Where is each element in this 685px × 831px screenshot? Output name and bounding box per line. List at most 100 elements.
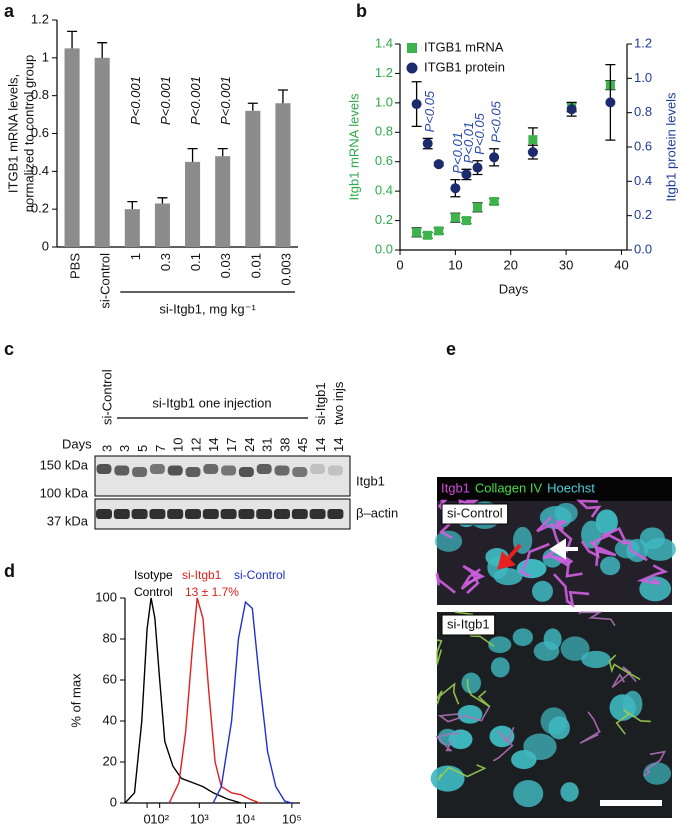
y-tick-label: 1.0	[375, 94, 393, 109]
nucleus	[448, 729, 473, 750]
lane-day-label: 5	[135, 445, 150, 452]
legend-label: Isotype Control	[134, 568, 173, 599]
membrane-stain	[437, 764, 487, 781]
membrane-stain	[643, 750, 667, 777]
error-bar	[217, 147, 228, 157]
nucleus	[560, 636, 590, 661]
days-label: Days	[62, 436, 92, 451]
y-tick-label: 100	[95, 589, 117, 604]
nucleus	[595, 509, 618, 535]
panel-label: d	[4, 561, 15, 581]
annotation: P<0.001	[158, 76, 173, 125]
legend-label: si-Itgb1	[182, 568, 222, 582]
panel-label: a	[4, 1, 15, 21]
group-label: si-Itgb1, mg kg⁻¹	[159, 301, 256, 316]
lane-day-label: 24	[242, 438, 257, 452]
group-label: si-Itgb1 one injection	[152, 395, 271, 410]
y-tick-label: 1	[42, 49, 49, 64]
y2-tick-label: 0.2	[634, 207, 652, 222]
marker	[450, 213, 460, 223]
annotation: P<0.01	[461, 122, 476, 164]
channel-label: Collagen IV	[475, 480, 543, 495]
blot-band	[274, 509, 290, 519]
y-axis-label: normalized to control group	[21, 55, 36, 213]
nucleus	[643, 537, 676, 561]
bar	[94, 57, 110, 248]
membrane-stain	[579, 711, 601, 744]
y-tick-label: 0.2	[31, 201, 49, 216]
marker	[527, 147, 538, 158]
y-axis-label: % of max	[68, 673, 83, 728]
marker	[605, 97, 616, 108]
x-tick-label: 0.003	[278, 253, 293, 286]
membrane-stain	[636, 564, 669, 586]
y2-axis-label: Itgb1 protein levels	[663, 92, 678, 202]
nucleus	[581, 650, 611, 669]
nucleus	[511, 750, 537, 770]
lane-day-label: 10	[171, 438, 186, 452]
blot-band	[327, 509, 344, 519]
group-label: two injs	[331, 381, 346, 425]
scale-bar	[600, 800, 662, 806]
x-tick-label: 20	[503, 257, 517, 272]
membrane-stain	[493, 726, 515, 762]
bar	[245, 110, 261, 247]
x-tick-label: 0.03	[218, 253, 233, 278]
panel-label: e	[446, 339, 456, 359]
blot-band	[310, 464, 326, 474]
nucleus	[461, 672, 482, 694]
y2-tick-label: 1.0	[634, 70, 652, 85]
blot-band	[203, 464, 219, 474]
nucleus	[513, 780, 544, 808]
nucleus	[531, 580, 554, 602]
nucleus	[434, 530, 463, 552]
membrane-stain	[435, 732, 460, 752]
x-tick-label: 10³	[190, 811, 209, 826]
annotation: 13 ± 1.7%	[185, 585, 239, 599]
nucleus	[614, 539, 640, 559]
membrane-stain	[578, 611, 616, 627]
membrane-stain	[615, 709, 651, 735]
blot-band	[202, 509, 219, 519]
y-tick-label: 0.4	[31, 163, 49, 178]
y2-tick-label: 0.6	[634, 138, 652, 153]
blot-band	[96, 509, 112, 519]
marker	[489, 196, 499, 206]
legend-marker	[406, 62, 418, 74]
blot-band	[220, 509, 237, 519]
error-bar	[67, 30, 78, 49]
blot-band	[167, 465, 183, 476]
blot-band	[185, 467, 201, 477]
blot-band	[309, 509, 326, 519]
lane-day-label: 38	[277, 438, 292, 452]
membrane-stain	[466, 679, 491, 708]
arrow	[549, 538, 578, 560]
y-tick-label: 20	[103, 753, 117, 768]
nucleus	[516, 559, 547, 579]
annotation: P<0.001	[188, 76, 203, 125]
blot-band	[132, 467, 148, 477]
blot-band	[238, 509, 255, 519]
image-header	[437, 477, 672, 501]
x-tick-label: 10	[448, 257, 462, 272]
blot-band	[185, 509, 201, 519]
error-bar	[277, 89, 288, 104]
channel-label: Hoechst	[547, 480, 595, 495]
band-label: β–actin	[356, 505, 398, 520]
group-label: si-Control	[99, 369, 114, 425]
blot-band	[256, 509, 273, 519]
annotation: P<0.05	[422, 90, 437, 132]
blot-band	[327, 465, 343, 476]
y-tick-label: 0.8	[375, 124, 393, 139]
y-tick-label: 80	[103, 630, 117, 645]
lane-day-label: 3	[117, 445, 132, 452]
marker	[528, 135, 538, 145]
annotation: P<0.001	[128, 76, 143, 125]
blot-membrane	[94, 455, 351, 497]
y-axis-label: Itgb1 mRNA levels	[346, 93, 361, 200]
membrane-stain	[435, 572, 456, 594]
marker-label: 150 kDa	[40, 457, 89, 472]
marker	[423, 230, 433, 240]
error-bar	[157, 197, 168, 204]
blot-band	[113, 509, 130, 519]
